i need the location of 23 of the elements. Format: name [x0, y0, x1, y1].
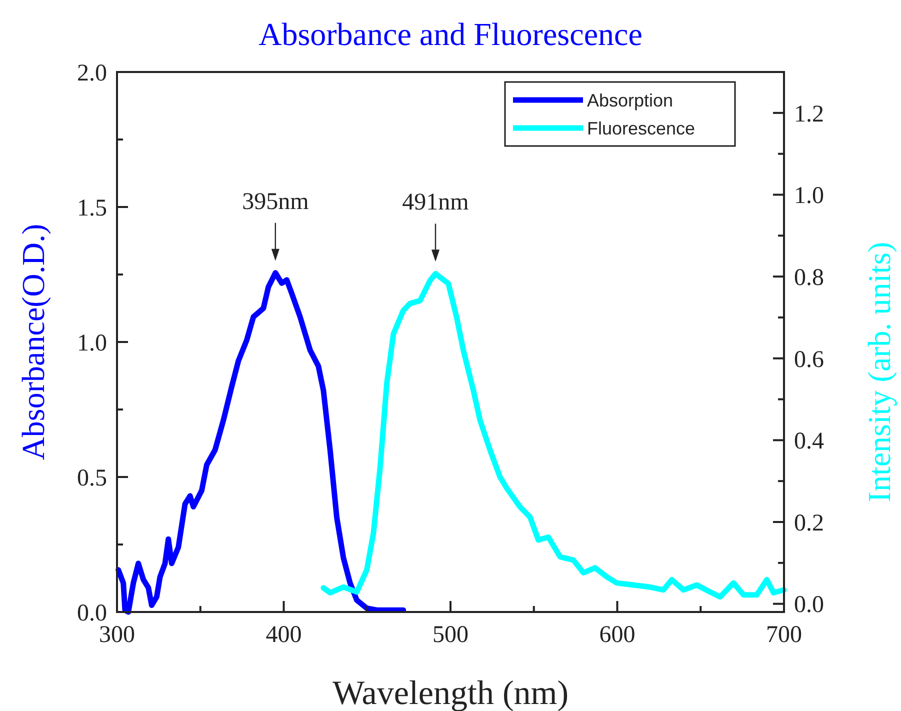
- annotation: 491nm: [402, 190, 470, 216]
- y2-axis-title: Intensity (arb. units): [861, 242, 897, 502]
- x-axis-title: Wavelength (nm): [332, 675, 569, 711]
- x-tick-label: 500: [432, 622, 468, 648]
- y2-tick-label: 0.0: [794, 592, 824, 618]
- y-tick-label: 1.0: [77, 330, 107, 356]
- legend-label: Absorption: [587, 90, 674, 110]
- chart-title: Absorbance and Fluorescence: [258, 16, 642, 52]
- legend-label: Fluorescence: [587, 118, 696, 138]
- y2-tick-label: 0.8: [794, 264, 824, 291]
- y2-tick-label: 0.2: [794, 510, 824, 536]
- y-tick-label: 2.0: [77, 60, 107, 86]
- y2-tick-label: 1.2: [794, 101, 824, 128]
- x-tick-label: 700: [766, 622, 802, 648]
- y-tick-label: 0.5: [77, 465, 107, 492]
- x-tick-label: 400: [266, 622, 302, 648]
- y2-tick-label: 0.4: [794, 428, 824, 455]
- y-tick-label: 1.5: [77, 195, 107, 222]
- x-tick-label: 600: [599, 622, 636, 648]
- y-axis-title: Absorbance(O.D.): [15, 224, 51, 460]
- annotation: 395nm: [242, 188, 310, 215]
- y2-tick-label: 0.6: [794, 346, 824, 373]
- y2-tick-label: 1.0: [794, 183, 824, 210]
